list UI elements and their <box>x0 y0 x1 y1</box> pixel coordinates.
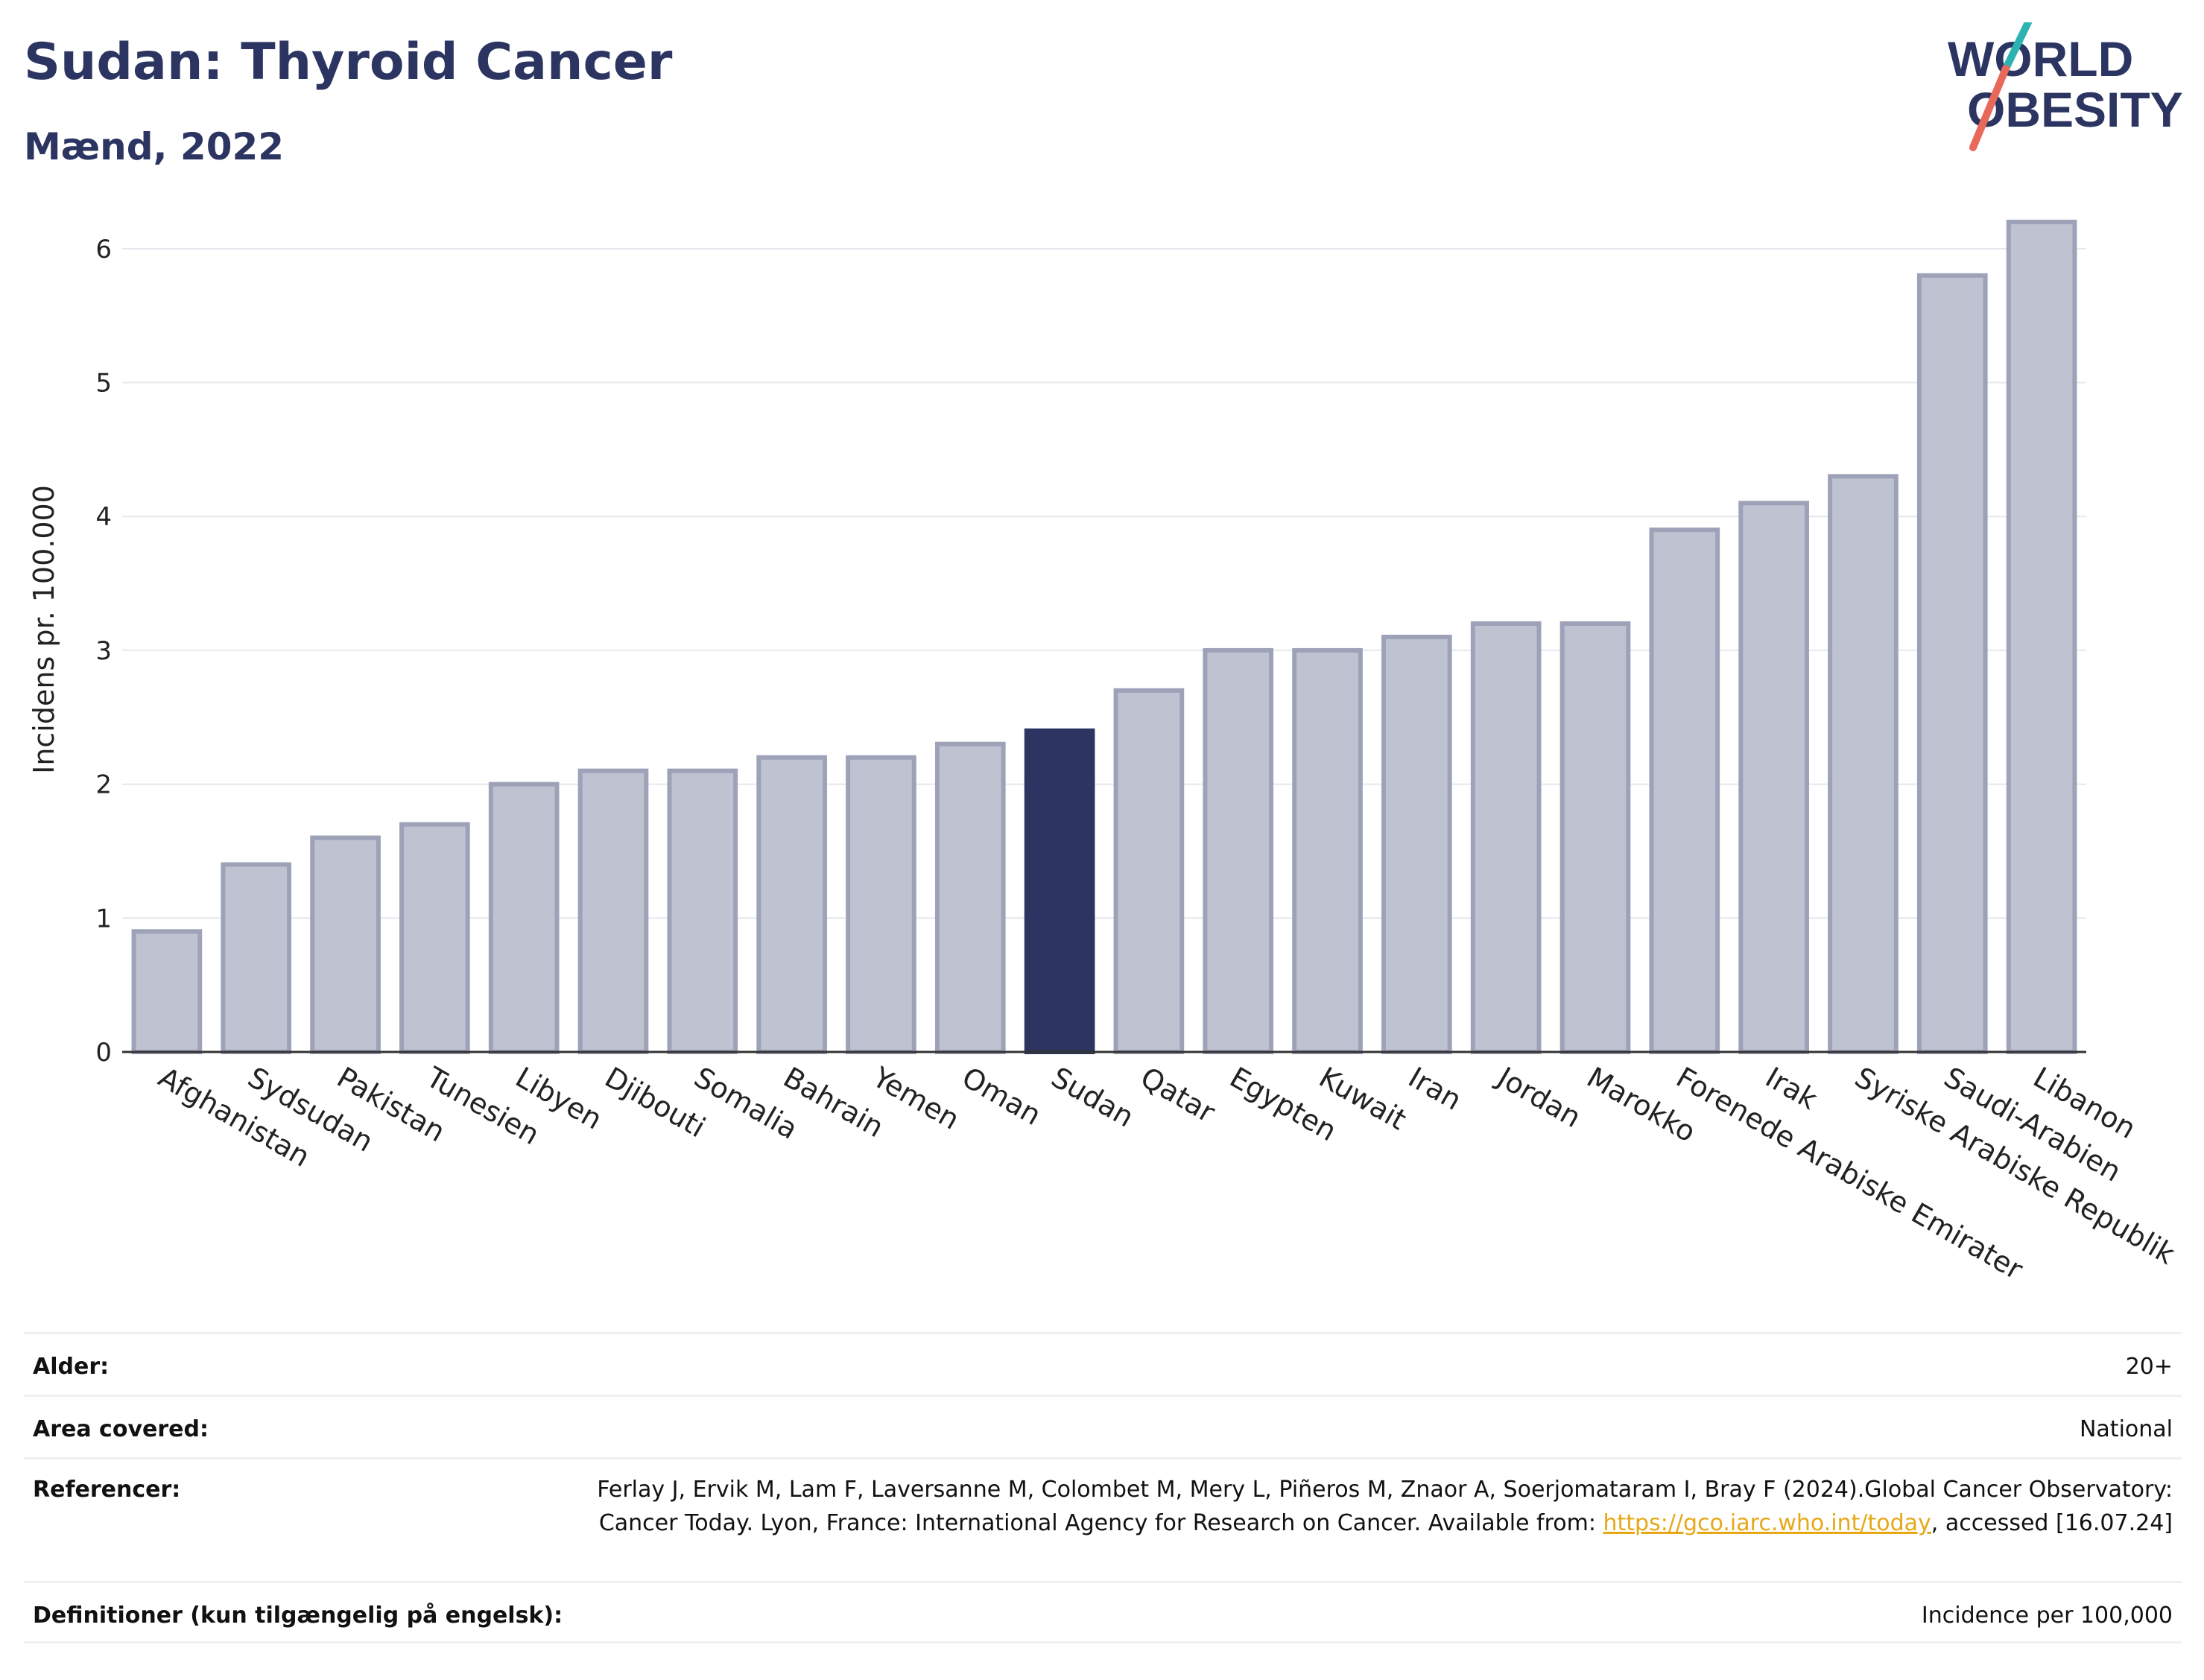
area-value: National <box>2079 1416 2173 1442</box>
bar-oman <box>934 741 1006 1054</box>
x-tick-labels: AfghanistanSydsudanPakistanTunesienLibye… <box>153 1060 2180 1287</box>
age-label: Alder: <box>33 1354 110 1380</box>
area-label: Area covered: <box>33 1416 209 1442</box>
y-tick-label: 6 <box>95 235 112 264</box>
bar-iran <box>1381 634 1452 1054</box>
bar-yemen <box>846 755 916 1055</box>
x-tick-label: Sudan <box>1046 1061 1140 1134</box>
bar-sydsudan <box>221 862 292 1055</box>
chart-subtitle: Mænd, 2022 <box>24 125 285 168</box>
references-text: Ferlay J, Ervik M, Lam F, Laversanne M, … <box>597 1477 2173 1536</box>
meta-row-definitions: Definitioner (kun tilgængelig på engelsk… <box>24 1581 2182 1643</box>
world-obesity-logo: WORLD OBESITY <box>1948 22 2183 151</box>
logo-slash-teal <box>2002 22 2032 72</box>
bar-afghanistan <box>131 929 203 1055</box>
bar-somalia <box>667 768 738 1054</box>
logo-text-obesity: OBESITY <box>1967 82 2183 137</box>
bar-jordan <box>1470 621 1542 1054</box>
x-tick-label: Djibouti <box>600 1061 712 1144</box>
bar-libyen <box>488 782 560 1054</box>
bar-tunesien <box>399 822 470 1054</box>
chart-title: Sudan: Thyroid Cancer <box>24 33 673 92</box>
references-label: Referencer: <box>33 1477 181 1503</box>
bar-saudi-arabien <box>1916 273 1988 1054</box>
x-tick-label: Oman <box>957 1061 1047 1132</box>
bar-qatar <box>1113 688 1185 1054</box>
bar-kuwait <box>1292 647 1363 1054</box>
x-tick-label: Qatar <box>1135 1061 1220 1129</box>
y-tick-label: 3 <box>95 636 112 666</box>
definitions-label: Definitioner (kun tilgængelig på engelsk… <box>33 1603 563 1629</box>
bar-djibouti <box>577 768 649 1054</box>
bar-syriske-arabiske-republik <box>1828 474 1899 1054</box>
y-tick-label: 5 <box>95 369 112 399</box>
bar-pakistan <box>310 835 381 1054</box>
bar-marokko <box>1559 621 1631 1054</box>
bars <box>131 219 2077 1055</box>
meta-row-area: Area covered: National <box>24 1395 2182 1457</box>
metadata-table: Alder: 20+ Area covered: National Refere… <box>24 1332 2182 1643</box>
bar-libanon <box>2006 219 2077 1054</box>
bar-chart: 0 1 2 3 4 5 6 AfghanistanSydsudanPakistanTunes… <box>28 219 2180 1287</box>
x-tick-label: Iran <box>1403 1061 1467 1117</box>
references-text-end: , accessed [16.07.24] <box>1931 1510 2173 1536</box>
y-tick-label: 4 <box>95 502 112 532</box>
meta-row-age: Alder: 20+ <box>24 1332 2182 1395</box>
bar-irak <box>1738 501 1809 1054</box>
bar-egypten <box>1203 647 1274 1054</box>
x-tick-label: Jordan <box>1491 1060 1586 1135</box>
definitions-value: Incidence per 100,000 <box>1921 1603 2173 1629</box>
references-link[interactable]: https://gco.iarc.who.int/today <box>1603 1510 1931 1536</box>
bar-forenede-arabiske-emirater <box>1649 527 1720 1054</box>
y-axis-label: Incidens pr. 100.000 <box>28 485 60 774</box>
logo-text-world: WORLD <box>1948 31 2133 86</box>
x-tick-label: Syriske Arabiske Republik <box>1849 1061 2180 1271</box>
y-tick-label: 0 <box>95 1038 112 1068</box>
y-tick-label: 2 <box>95 770 112 800</box>
logo-slash-coral <box>1969 65 2010 151</box>
y-tick-labels: 0 1 2 3 4 5 6 <box>95 235 112 1068</box>
meta-row-references: Referencer: Ferlay J, Ervik M, Lam F, La… <box>24 1457 2182 1581</box>
bar-bahrain <box>756 755 827 1055</box>
bar-sudan <box>1024 728 1095 1054</box>
references-value: Ferlay J, Ervik M, Lam F, Laversanne M, … <box>571 1473 2173 1540</box>
age-value: 20+ <box>2125 1354 2173 1380</box>
x-tick-label: Somalia <box>688 1061 803 1146</box>
y-tick-label: 1 <box>95 904 112 933</box>
